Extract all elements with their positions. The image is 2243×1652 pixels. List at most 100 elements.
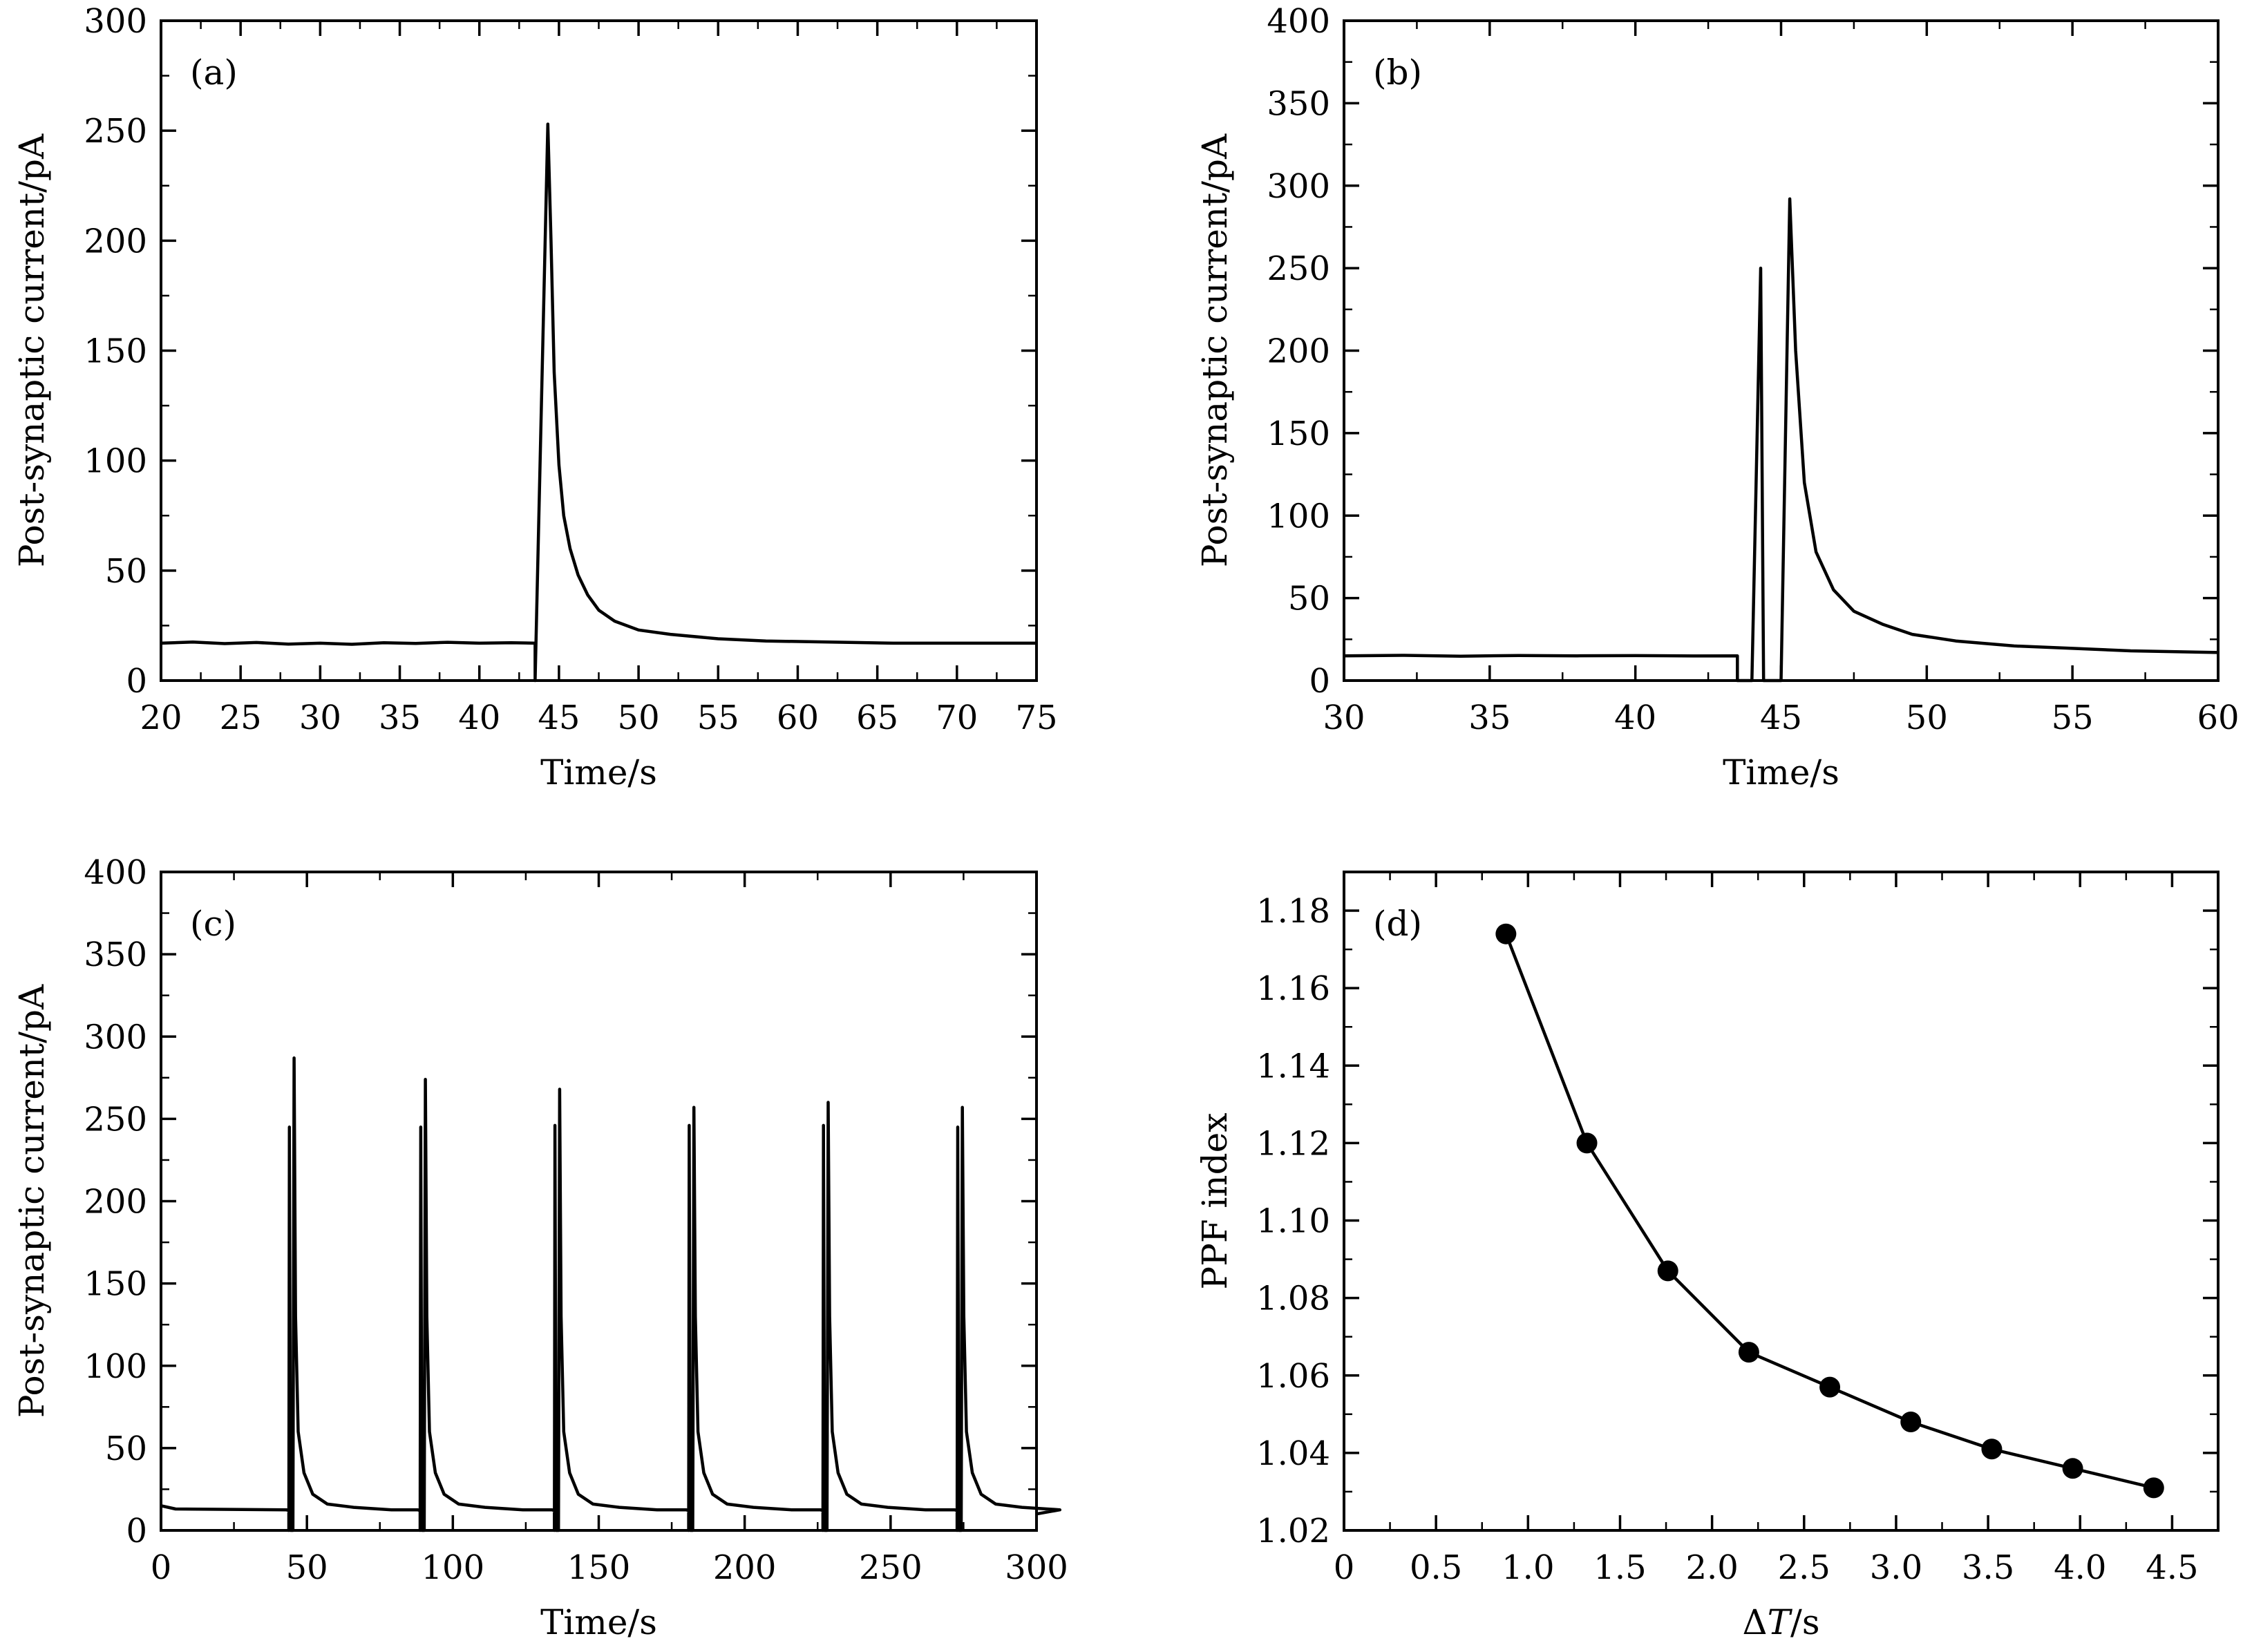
panel-tag: (d) <box>1373 904 1422 944</box>
y-tick-label: 250 <box>84 1100 147 1139</box>
panel-d: 0 0.5 1.0 1.5 2.0 2.5 3.0 3.5 4.0 4.5 1.02 1.04 1.06… <box>1195 871 2220 1642</box>
y-tick-label: 1.06 <box>1256 1357 1330 1396</box>
y-tick-label: 400 <box>1267 2 1330 41</box>
x-tick-label: 200 <box>713 1548 777 1587</box>
ppf-point <box>2062 1458 2083 1479</box>
y-tick-label: 1.08 <box>1256 1280 1330 1318</box>
current-trace <box>160 122 1037 683</box>
y-tick-label: 1.02 <box>1256 1512 1330 1550</box>
y-tick-label: 250 <box>84 112 147 151</box>
x-tick-label: 4.5 <box>2146 1548 2198 1587</box>
y-axis-label: Post-synaptic current/pA <box>1195 133 1235 567</box>
y-tick-label: 50 <box>1288 580 1330 618</box>
ppf-point <box>1738 1342 1759 1363</box>
y-tick-label: 50 <box>105 1430 147 1468</box>
x-tick-label: 50 <box>618 699 660 737</box>
x-tick-label: 40 <box>1614 699 1656 737</box>
panel-tag: (a) <box>190 53 238 93</box>
y-tick-label: 100 <box>1267 497 1330 535</box>
x-tick-label: 65 <box>856 699 898 737</box>
y-tick-label: 1.12 <box>1256 1124 1330 1163</box>
y-tick-label: 0 <box>1309 662 1330 701</box>
x-tick-label: 60 <box>777 699 819 737</box>
x-tick-label: 60 <box>2197 699 2239 737</box>
x-tick-label: 2.0 <box>1685 1548 1738 1587</box>
x-tick-label: 150 <box>567 1548 631 1587</box>
x-tick-label: 75 <box>1015 699 1057 737</box>
y-tick-label: 300 <box>84 1018 147 1056</box>
y-tick-label: 200 <box>84 1183 147 1222</box>
ppf-point <box>1657 1260 1678 1282</box>
ppf-point <box>1981 1439 2003 1460</box>
y-tick-label: 150 <box>1267 415 1330 453</box>
x-tick-label: 1.5 <box>1593 1548 1646 1587</box>
x-tick-label: 30 <box>1323 699 1365 737</box>
y-tick-label: 200 <box>84 222 147 260</box>
ppf-point <box>1576 1132 1598 1154</box>
x-tick-label: 0 <box>151 1548 172 1587</box>
panel-c: 0 50 100 150 200 250 300 0 50 100 150 200 250 300 350 4… <box>12 853 1068 1642</box>
x-axis-label: Time/s <box>540 752 657 792</box>
ppf-point <box>1819 1376 1841 1398</box>
panel-b: 30 35 40 45 50 55 60 0 50 100 150 200 250 300 350 400 Ti… <box>1195 2 2240 792</box>
y-tick-label: 1.14 <box>1256 1047 1330 1085</box>
plot-frame <box>1343 871 2220 1532</box>
x-tick-label: 0 <box>1334 1548 1355 1587</box>
plot-frame <box>160 19 1038 682</box>
y-tick-label: 250 <box>1267 249 1330 288</box>
y-tick-label: 0 <box>126 662 147 701</box>
x-tick-label: 300 <box>1005 1548 1068 1587</box>
y-axis-label: Post-synaptic current/pA <box>12 133 52 567</box>
x-tick-label: 30 <box>299 699 341 737</box>
x-tick-label: 0.5 <box>1410 1548 1462 1587</box>
ppf-point <box>1900 1412 1922 1433</box>
y-tick-label: 350 <box>1267 84 1330 123</box>
plot-frame <box>1343 19 2220 682</box>
y-tick-label: 150 <box>84 1265 147 1304</box>
y-tick-label: 1.16 <box>1256 969 1330 1008</box>
x-tick-label: 45 <box>1760 699 1802 737</box>
y-tick-label: 1.18 <box>1256 892 1330 931</box>
ppf-point <box>2143 1477 2164 1499</box>
panel-tag: (c) <box>190 904 236 944</box>
x-tick-label: 50 <box>1906 699 1948 737</box>
y-tick-label: 1.10 <box>1256 1202 1330 1241</box>
y-tick-label: 50 <box>105 552 147 591</box>
y-tick-label: 100 <box>84 442 147 481</box>
current-trace <box>160 1056 1062 1532</box>
x-tick-label: 35 <box>1468 699 1511 737</box>
y-axis-label: Post-synaptic current/pA <box>12 984 52 1418</box>
x-tick-label: 4.0 <box>2054 1548 2106 1587</box>
y-tick-label: 400 <box>84 853 147 892</box>
x-axis-label: Time/s <box>540 1602 657 1642</box>
x-tick-label: 3.0 <box>1870 1548 1922 1587</box>
y-tick-label: 350 <box>84 936 147 974</box>
x-tick-label: 100 <box>422 1548 485 1587</box>
x-tick-label: 250 <box>859 1548 922 1587</box>
x-tick-label: 2.5 <box>1778 1548 1830 1587</box>
y-tick-label: 300 <box>84 2 147 41</box>
x-axis-label: Time/s <box>1723 752 1839 792</box>
x-tick-label: 35 <box>379 699 421 737</box>
x-tick-label: 1.0 <box>1502 1548 1554 1587</box>
y-tick-label: 1.04 <box>1256 1434 1330 1473</box>
x-tick-label: 70 <box>936 699 978 737</box>
y-tick-label: 300 <box>1267 167 1330 206</box>
y-tick-label: 200 <box>1267 332 1330 371</box>
x-tick-label: 45 <box>538 699 580 737</box>
ppf-line <box>1504 933 2155 1490</box>
x-tick-label: 20 <box>140 699 182 737</box>
panel-a: 20 25 30 35 40 45 50 55 60 65 70 75 0 50 100 150 200 250 3… <box>12 2 1058 792</box>
x-tick-label: 25 <box>220 699 262 737</box>
y-tick-label: 0 <box>126 1512 147 1550</box>
x-tick-label: 50 <box>286 1548 328 1587</box>
y-tick-label: 100 <box>84 1347 147 1386</box>
x-tick-label: 3.5 <box>1962 1548 2014 1587</box>
y-axis-label: PPF index <box>1195 1113 1235 1290</box>
x-tick-label: 55 <box>697 699 739 737</box>
x-axis-label: ΔT/s <box>1743 1602 1820 1642</box>
panel-tag: (b) <box>1373 53 1422 93</box>
x-tick-label: 55 <box>2052 699 2094 737</box>
ppf-point <box>1495 923 1517 944</box>
